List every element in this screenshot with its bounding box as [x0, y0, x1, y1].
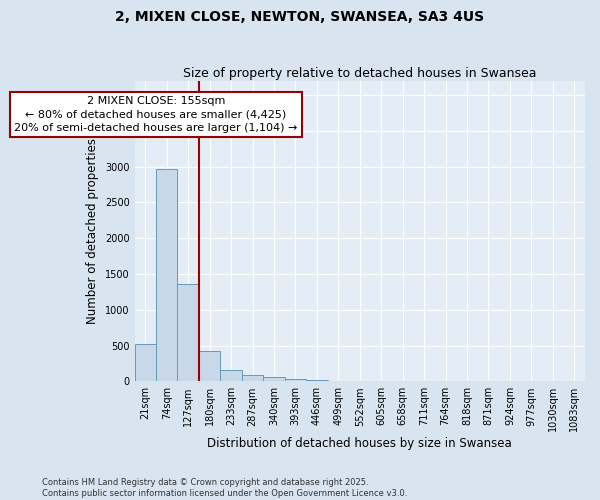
Bar [284, 379, 306, 382]
Bar [263, 378, 284, 382]
Title: Size of property relative to detached houses in Swansea: Size of property relative to detached ho… [183, 66, 536, 80]
X-axis label: Distribution of detached houses by size in Swansea: Distribution of detached houses by size … [208, 437, 512, 450]
Bar [306, 380, 328, 382]
Bar [242, 375, 263, 382]
Bar [199, 352, 220, 382]
Bar [134, 344, 156, 382]
Y-axis label: Number of detached properties: Number of detached properties [86, 138, 100, 324]
Bar [220, 370, 242, 382]
Bar [156, 170, 178, 382]
Text: 2, MIXEN CLOSE, NEWTON, SWANSEA, SA3 4US: 2, MIXEN CLOSE, NEWTON, SWANSEA, SA3 4US [115, 10, 485, 24]
Bar [178, 284, 199, 382]
Text: Contains HM Land Registry data © Crown copyright and database right 2025.
Contai: Contains HM Land Registry data © Crown c… [42, 478, 407, 498]
Text: 2 MIXEN CLOSE: 155sqm
← 80% of detached houses are smaller (4,425)
20% of semi-d: 2 MIXEN CLOSE: 155sqm ← 80% of detached … [14, 96, 298, 133]
